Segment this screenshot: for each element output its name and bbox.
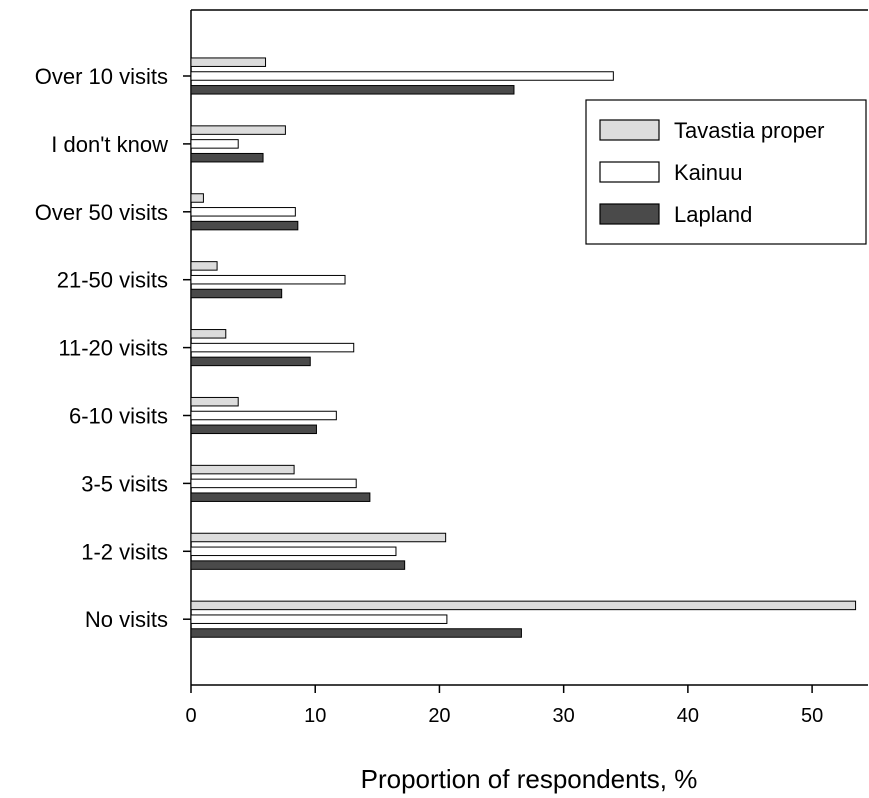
bar-lapland bbox=[191, 425, 316, 434]
category-label: 3-5 visits bbox=[81, 471, 168, 496]
bar-kainuu bbox=[191, 72, 613, 81]
bar-kainuu bbox=[191, 479, 356, 488]
bar-tavastia-proper bbox=[191, 126, 285, 135]
bar-tavastia-proper bbox=[191, 262, 217, 271]
category-label: Over 10 visits bbox=[35, 64, 168, 89]
bar-tavastia-proper bbox=[191, 58, 266, 66]
category-label: 11-20 visits bbox=[58, 336, 168, 361]
legend-swatch bbox=[600, 120, 659, 140]
x-axis-title: Proportion of respondents, % bbox=[361, 764, 698, 794]
bar-tavastia-proper bbox=[191, 330, 226, 339]
x-tick-label: 50 bbox=[801, 705, 823, 727]
bar-tavastia-proper bbox=[191, 533, 446, 542]
bar-tavastia-proper bbox=[191, 397, 238, 406]
x-tick-label: 0 bbox=[185, 705, 196, 727]
bar-tavastia-proper bbox=[191, 194, 203, 203]
bar-lapland bbox=[191, 221, 298, 230]
legend-label: Lapland bbox=[674, 202, 752, 227]
bar-kainuu bbox=[191, 547, 396, 556]
legend-swatch bbox=[600, 204, 659, 224]
bar-lapland bbox=[191, 289, 282, 298]
x-tick-label: 40 bbox=[677, 705, 699, 727]
bar-tavastia-proper bbox=[191, 601, 856, 610]
category-label: 6-10 visits bbox=[69, 404, 168, 429]
category-label: I don't know bbox=[51, 132, 168, 157]
category-label: No visits bbox=[85, 607, 168, 632]
bar-lapland bbox=[191, 493, 370, 502]
bar-kainuu bbox=[191, 275, 345, 284]
bar-kainuu bbox=[191, 140, 238, 149]
category-label: 1-2 visits bbox=[81, 539, 168, 564]
bar-lapland bbox=[191, 561, 405, 570]
category-label: Over 50 visits bbox=[35, 200, 168, 225]
x-tick-label: 20 bbox=[428, 705, 450, 727]
x-tick-label: 30 bbox=[553, 705, 575, 727]
legend-swatch bbox=[600, 162, 659, 182]
legend-label: Kainuu bbox=[674, 160, 743, 185]
bar-kainuu bbox=[191, 343, 354, 352]
bar-kainuu bbox=[191, 411, 336, 420]
bar-lapland bbox=[191, 357, 310, 366]
bar-lapland bbox=[191, 629, 521, 638]
x-tick-label: 10 bbox=[304, 705, 326, 727]
bar-lapland bbox=[191, 86, 514, 95]
bar-lapland bbox=[191, 153, 263, 162]
legend-label: Tavastia proper bbox=[674, 118, 824, 143]
category-label: 21-50 visits bbox=[57, 268, 168, 293]
bar-kainuu bbox=[191, 208, 295, 217]
bar-kainuu bbox=[191, 615, 447, 624]
bar-tavastia-proper bbox=[191, 465, 294, 474]
